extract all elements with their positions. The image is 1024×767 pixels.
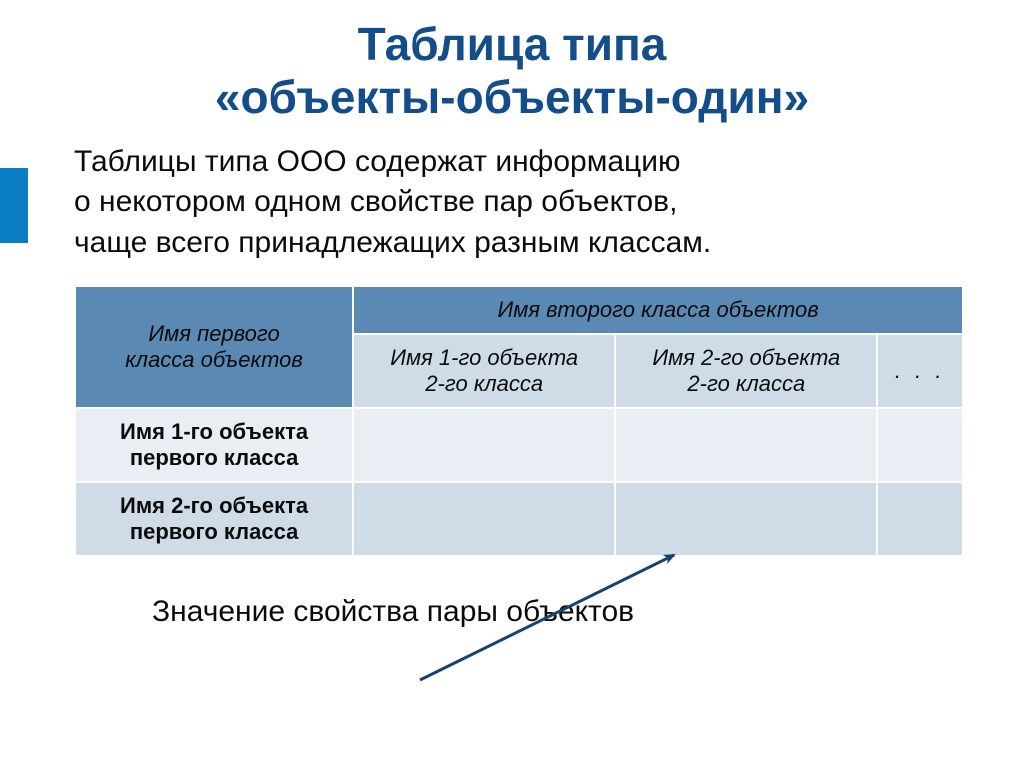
hdr-dots: . . . — [895, 358, 946, 383]
cell-empty — [353, 408, 615, 482]
caption: Значение свойства пары объектов — [0, 557, 1024, 629]
table-row: Имя 1-го объекта первого класса — [75, 408, 963, 482]
header-first-class: Имя первого класса объектов — [75, 286, 353, 408]
hdr-obj2-l2: 2-го класса — [687, 371, 805, 396]
hdr-obj2-l1: Имя 2-го объекта — [652, 345, 840, 370]
row1-label: Имя 1-го объекта первого класса — [75, 408, 353, 482]
hdr-obj1-l1: Имя 1-го объекта — [390, 345, 578, 370]
para-line-1: Таблицы типа ООО содержат информацию — [74, 145, 680, 178]
accent-bar — [0, 168, 28, 243]
header-dots: . . . — [877, 334, 963, 408]
row1-l2: первого класса — [130, 445, 299, 470]
hdr-second: Имя второго класса объектов — [497, 297, 818, 322]
cell-empty — [877, 482, 963, 556]
header-obj2: Имя 2-го объекта 2-го класса — [615, 334, 877, 408]
table-wrapper: Имя первого класса объектов Имя второго … — [0, 263, 1024, 557]
cell-empty — [877, 408, 963, 482]
table-row: Имя 2-го объекта первого класса — [75, 482, 963, 556]
cell-empty — [615, 482, 877, 556]
slide-title: Таблица типа «объекты-объекты-один» — [0, 0, 1024, 124]
cell-empty — [353, 482, 615, 556]
row2-l1: Имя 2-го объекта — [120, 493, 308, 518]
para-line-3: чаще всего принадлежащих разным классам. — [74, 226, 711, 259]
row1-l1: Имя 1-го объекта — [120, 419, 308, 444]
body-paragraph: Таблицы типа ООО содержат информацию о н… — [0, 124, 1024, 264]
header-obj1: Имя 1-го объекта 2-го класса — [353, 334, 615, 408]
title-line-1: Таблица типа — [358, 18, 667, 70]
cell-empty — [615, 408, 877, 482]
hdr-first-l2: класса объектов — [125, 347, 303, 372]
ooo-table: Имя первого класса объектов Имя второго … — [74, 285, 964, 557]
hdr-first-l1: Имя первого — [148, 321, 279, 346]
para-line-2: о некотором одном свойстве пар объектов, — [74, 185, 677, 218]
caption-text: Значение свойства пары объектов — [152, 595, 634, 628]
hdr-obj1-l2: 2-го класса — [425, 371, 543, 396]
row2-l2: первого класса — [130, 519, 299, 544]
header-second-class: Имя второго класса объектов — [353, 286, 963, 334]
row2-label: Имя 2-го объекта первого класса — [75, 482, 353, 556]
title-line-2: «объекты-объекты-один» — [215, 71, 809, 123]
